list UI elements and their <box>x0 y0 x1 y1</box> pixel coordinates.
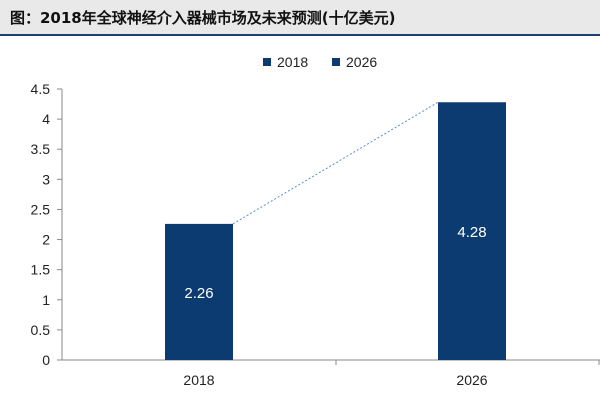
legend-label: 2026 <box>346 54 377 70</box>
legend-swatch <box>332 58 340 66</box>
connector-group <box>232 101 439 225</box>
x-category-label: 2018 <box>183 372 214 388</box>
data-label: 4.28 <box>457 224 486 241</box>
bar-2026 <box>438 102 506 360</box>
bars-group <box>165 102 506 360</box>
y-tick-label: 3.5 <box>31 141 51 157</box>
y-tick-label: 1 <box>42 292 50 308</box>
y-tick-label: 4.5 <box>31 81 51 97</box>
y-tick-label: 2 <box>42 232 50 248</box>
y-tick-label: 0.5 <box>31 322 51 338</box>
title-underline <box>0 34 600 36</box>
legend-label: 2018 <box>277 54 308 70</box>
title-bar: 图：2018年全球神经介入器械市场及未来预测(十亿美元) <box>0 0 600 34</box>
x-category-label: 2026 <box>456 372 487 388</box>
bar-2018 <box>165 223 233 360</box>
chart-axes: 0 0.5 1 1.5 2 2.5 3 3.5 4 4.5 2018 2026 <box>31 81 600 388</box>
legend-swatch <box>263 58 271 66</box>
data-label: 2.26 <box>184 285 213 302</box>
connector-line <box>232 101 439 225</box>
y-tick-label: 1.5 <box>31 262 51 278</box>
y-tick-label: 3 <box>42 171 50 187</box>
y-tick-label: 2.5 <box>31 201 51 217</box>
chart-title: 图：2018年全球神经介入器械市场及未来预测(十亿美元) <box>10 9 396 27</box>
labels-group: 2.26 4.28 <box>184 224 486 302</box>
y-tick-label: 4 <box>42 111 50 127</box>
chart-legend: 2018 2026 <box>263 54 377 70</box>
y-tick-label: 0 <box>42 352 50 368</box>
